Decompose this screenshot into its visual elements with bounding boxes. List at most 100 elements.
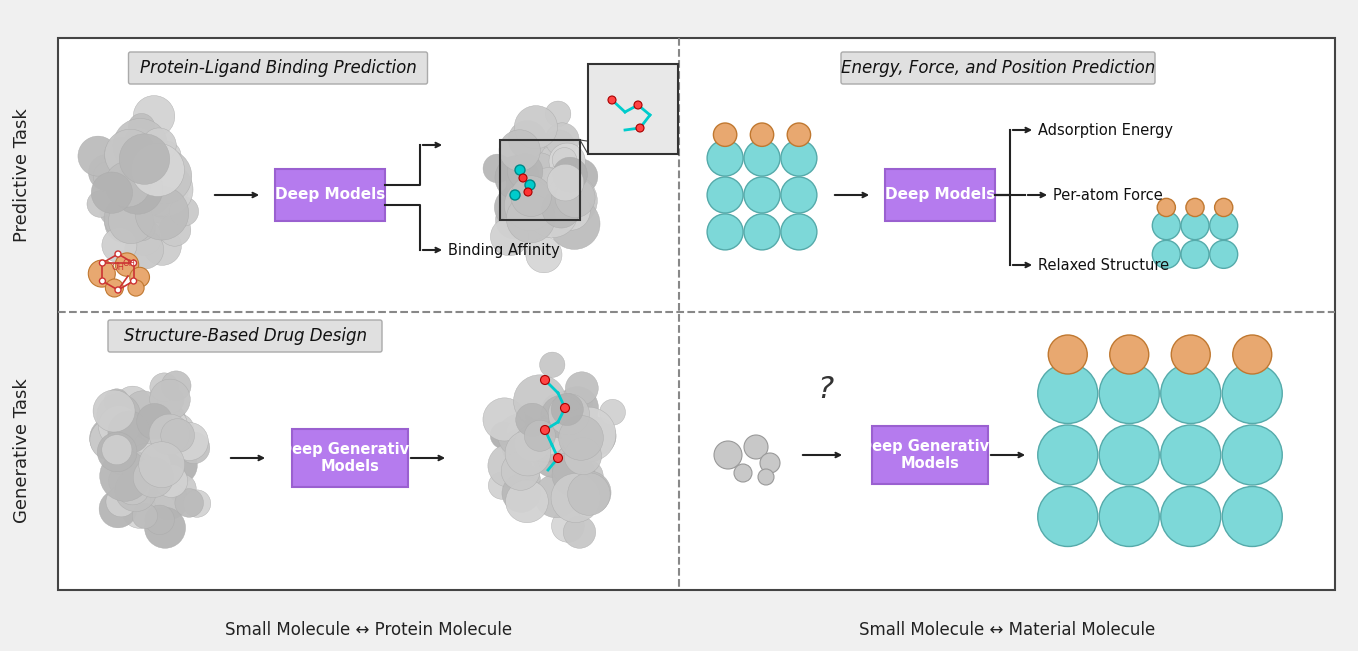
Circle shape xyxy=(507,416,543,452)
Text: Protein-Ligand Binding Prediction: Protein-Ligand Binding Prediction xyxy=(140,59,417,77)
Circle shape xyxy=(1161,486,1221,546)
Circle shape xyxy=(554,158,587,191)
Circle shape xyxy=(105,161,151,207)
Circle shape xyxy=(554,454,562,462)
Text: Relaxed Structure: Relaxed Structure xyxy=(1038,258,1169,273)
Circle shape xyxy=(102,228,137,263)
Circle shape xyxy=(124,146,166,188)
Circle shape xyxy=(152,141,181,171)
Circle shape xyxy=(516,403,549,436)
Circle shape xyxy=(94,390,134,432)
Circle shape xyxy=(102,435,132,465)
Circle shape xyxy=(530,168,566,203)
Circle shape xyxy=(545,166,572,194)
Circle shape xyxy=(540,178,566,202)
Circle shape xyxy=(130,268,149,287)
Circle shape xyxy=(162,411,187,436)
Circle shape xyxy=(143,415,178,449)
Circle shape xyxy=(528,419,565,455)
Circle shape xyxy=(540,426,550,434)
Circle shape xyxy=(545,130,574,159)
Circle shape xyxy=(490,217,528,256)
Circle shape xyxy=(526,424,565,463)
Circle shape xyxy=(1153,212,1180,240)
Circle shape xyxy=(90,417,132,459)
Circle shape xyxy=(99,490,137,528)
Circle shape xyxy=(160,419,194,452)
Circle shape xyxy=(494,156,539,200)
Circle shape xyxy=(549,394,589,435)
Circle shape xyxy=(155,465,187,497)
Circle shape xyxy=(99,278,106,284)
Circle shape xyxy=(565,372,599,405)
Circle shape xyxy=(513,375,566,427)
Text: Per-atom Force: Per-atom Force xyxy=(1052,187,1162,202)
Circle shape xyxy=(516,190,542,217)
Circle shape xyxy=(125,158,167,199)
Circle shape xyxy=(124,128,155,159)
Circle shape xyxy=(526,236,562,273)
Circle shape xyxy=(1038,363,1097,424)
Circle shape xyxy=(158,387,183,413)
Circle shape xyxy=(115,253,139,276)
Circle shape xyxy=(1048,335,1088,374)
Circle shape xyxy=(634,101,642,109)
Bar xyxy=(588,64,678,154)
Circle shape xyxy=(520,152,558,191)
Circle shape xyxy=(148,191,172,217)
Circle shape xyxy=(760,453,779,473)
Circle shape xyxy=(483,154,512,183)
Circle shape xyxy=(1181,240,1209,268)
Circle shape xyxy=(498,130,540,171)
Circle shape xyxy=(1233,335,1271,374)
FancyBboxPatch shape xyxy=(872,426,989,484)
Circle shape xyxy=(636,124,644,132)
Circle shape xyxy=(553,157,588,192)
Circle shape xyxy=(99,260,106,266)
Circle shape xyxy=(524,188,532,196)
Circle shape xyxy=(140,432,174,465)
Circle shape xyxy=(128,113,155,140)
Circle shape xyxy=(505,480,549,523)
Circle shape xyxy=(546,174,598,227)
Circle shape xyxy=(553,148,577,172)
Circle shape xyxy=(540,168,584,212)
Circle shape xyxy=(565,437,602,475)
Circle shape xyxy=(100,201,125,225)
Circle shape xyxy=(1186,199,1205,217)
Circle shape xyxy=(99,450,151,501)
Circle shape xyxy=(133,178,168,212)
Circle shape xyxy=(118,176,160,218)
Circle shape xyxy=(561,407,617,462)
Circle shape xyxy=(515,425,550,462)
Circle shape xyxy=(551,191,591,230)
Circle shape xyxy=(535,474,579,518)
Circle shape xyxy=(558,404,599,445)
Circle shape xyxy=(105,198,147,240)
Circle shape xyxy=(549,198,600,249)
Text: OH: OH xyxy=(111,264,125,273)
Circle shape xyxy=(555,178,595,217)
Circle shape xyxy=(88,260,115,287)
Circle shape xyxy=(1161,425,1221,485)
Circle shape xyxy=(531,422,574,465)
Circle shape xyxy=(551,510,584,542)
Circle shape xyxy=(511,176,551,217)
Circle shape xyxy=(546,101,570,127)
Circle shape xyxy=(524,420,555,451)
Circle shape xyxy=(516,172,550,206)
Circle shape xyxy=(519,174,527,182)
Circle shape xyxy=(1214,199,1233,217)
Circle shape xyxy=(551,473,600,523)
Circle shape xyxy=(744,140,779,176)
Circle shape xyxy=(160,447,197,484)
Circle shape xyxy=(1038,425,1097,485)
FancyBboxPatch shape xyxy=(276,169,386,221)
Circle shape xyxy=(509,464,540,495)
Circle shape xyxy=(568,471,611,514)
Circle shape xyxy=(124,160,166,203)
Circle shape xyxy=(125,391,162,428)
Circle shape xyxy=(130,169,166,204)
Circle shape xyxy=(1161,363,1221,424)
Text: Small Molecule ↔ Protein Molecule: Small Molecule ↔ Protein Molecule xyxy=(225,621,512,639)
